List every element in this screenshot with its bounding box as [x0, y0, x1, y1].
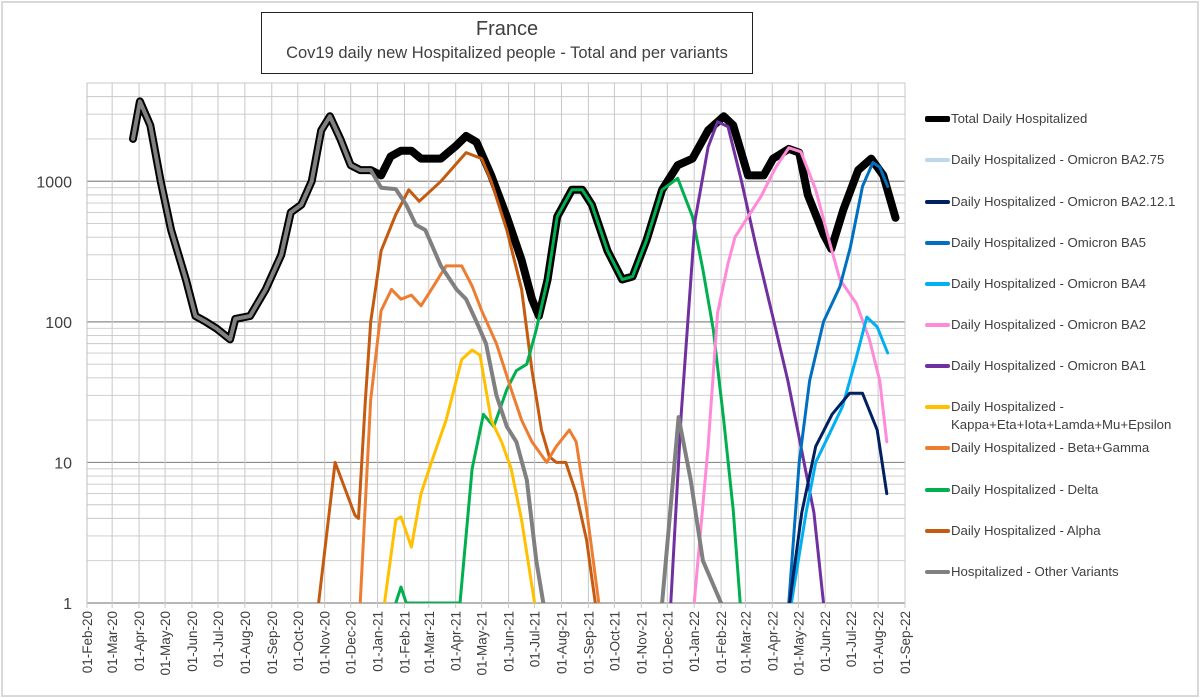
legend-label: Daily Hospitalized - Alpha	[951, 523, 1101, 538]
x-tick-label: 01-Dec-20	[344, 611, 359, 674]
x-tick-label: 01-Nov-21	[634, 611, 649, 674]
legend-label: Total Daily Hospitalized	[951, 111, 1088, 126]
legend-label: Daily Hospitalized - Omicron BA1	[951, 358, 1146, 373]
x-tick-label: 01-Jul-22	[844, 611, 859, 667]
y-tick-label: 10	[54, 455, 72, 472]
y-axis-ticks: 1 10 100 1000	[36, 174, 72, 613]
x-tick-label: 01-Sep-21	[581, 611, 596, 674]
legend-swatch	[925, 529, 950, 533]
x-tick-label: 01-Sep-20	[265, 611, 280, 674]
x-tick-label: 01-Nov-20	[318, 611, 333, 674]
chart-title-box: France Cov19 daily new Hospitalized peop…	[261, 12, 753, 74]
y-tick-label: 1000	[36, 174, 72, 191]
series-line-daily-hospitalized-delta	[394, 176, 742, 603]
x-tick-label: 01-May-22	[791, 611, 806, 676]
x-tick-label: 01-Apr-20	[132, 611, 147, 671]
chart-title: France	[475, 18, 539, 40]
series-line-daily-hospitalized-alpha	[317, 151, 597, 603]
x-tick-label: 01-Jul-21	[528, 611, 543, 667]
x-tick-label: 01-Mar-21	[422, 611, 437, 673]
x-tick-label: 01-Oct-21	[607, 611, 622, 671]
x-tick-label: 01-Jun-20	[185, 611, 200, 672]
x-tick-label: 01-Feb-21	[397, 611, 412, 673]
x-tick-label: 01-Aug-22	[871, 611, 886, 674]
x-tick-label: 01-Sep-22	[898, 611, 913, 674]
legend-label: Daily Hospitalized - Omicron BA5	[951, 235, 1146, 250]
x-tick-label: 01-Oct-20	[291, 611, 306, 671]
legend-label: Daily Hospitalized - Omicron BA4	[951, 276, 1146, 291]
series-line-daily-hospitalized-omicron-ba5	[787, 161, 890, 603]
series-line-daily-hospitalized-omicron-ba2	[692, 146, 889, 603]
series-line-daily-hospitalized-kappa-eta-iota-lamda-mu-epsilon	[383, 348, 537, 603]
x-tick-label: 01-Jan-22	[687, 611, 702, 672]
x-tick-label: 01-Feb-22	[714, 611, 729, 673]
x-tick-label: 01-Mar-22	[738, 611, 753, 673]
y-tick-label: 100	[45, 315, 72, 332]
legend-label: Daily Hospitalized - Omicron BA2.12.1	[951, 194, 1176, 209]
legend-swatch	[925, 200, 950, 204]
x-tick-label: 01-Dec-21	[660, 611, 675, 674]
x-tick-label: 01-Jul-20	[211, 611, 226, 667]
legend-label: Daily Hospitalized - Delta	[951, 482, 1099, 497]
y-tick-label: 1	[63, 596, 72, 613]
legend-label: Daily Hospitalized - Omicron BA2.75	[951, 152, 1165, 167]
series-lines	[129, 97, 900, 603]
x-tick-label: 01-Apr-22	[765, 611, 780, 671]
x-tick-label: 01-Jun-22	[818, 611, 833, 672]
legend-swatch	[925, 364, 950, 368]
series-line-hospitalized-other-variants-2	[660, 415, 724, 603]
x-tick-label: 01-Feb-20	[80, 611, 95, 673]
legend-swatch	[925, 158, 950, 162]
legend-swatch	[925, 116, 950, 122]
legend-swatch	[925, 405, 950, 409]
x-tick-label: 01-Jan-21	[371, 611, 386, 672]
x-tick-label: 01-Apr-21	[449, 611, 464, 671]
legend-label: Daily Hospitalized - Kappa+Eta+Iota+Lamd…	[951, 399, 1172, 432]
legend-label: Daily Hospitalized - Beta+Gamma	[951, 440, 1150, 455]
chart-subtitle: Cov19 daily new Hospitalized people - To…	[286, 44, 728, 62]
legend-swatch	[925, 323, 950, 327]
x-tick-label: 01-Aug-21	[554, 611, 569, 674]
series-line-daily-hospitalized-omicron-ba2-12-1	[788, 391, 889, 603]
x-tick-label: 01-May-21	[475, 611, 490, 676]
series-line-total-daily-hospitalized	[129, 97, 900, 344]
x-tick-label: 01-Jun-21	[502, 611, 517, 672]
legend-swatch	[925, 570, 950, 574]
x-axis-ticks: 01-Feb-20 01-Mar-20 01-Apr-20 01-May-20 01-J…	[80, 611, 913, 676]
series-line-daily-hospitalized-omicron-ba4	[789, 315, 890, 603]
legend-swatch	[925, 241, 950, 245]
x-tick-label: 01-Aug-20	[238, 611, 253, 674]
legend-swatch	[925, 488, 950, 492]
legend-label: Hospitalized - Other Variants	[951, 564, 1119, 579]
grid	[86, 82, 906, 608]
series-line-hospitalized-other-variants	[131, 99, 546, 603]
x-tick-label: 01-May-20	[158, 611, 173, 676]
legend-swatch	[925, 282, 950, 286]
x-tick-label: 01-Mar-20	[105, 611, 120, 673]
legend-label: Daily Hospitalized - Omicron BA2	[951, 317, 1146, 332]
series-line-daily-hospitalized-beta-gamma	[358, 264, 601, 603]
legend-swatch	[925, 446, 950, 450]
